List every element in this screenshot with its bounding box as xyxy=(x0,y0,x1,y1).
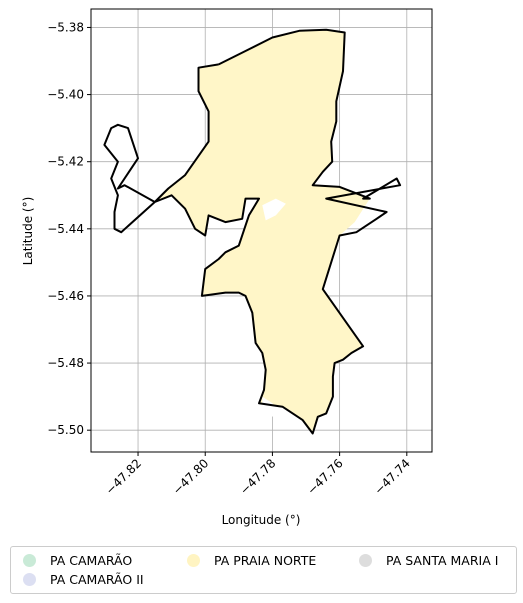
legend-swatch xyxy=(187,554,200,567)
legend: PA CAMARÃO PA CAMARÃO II PA PRAIA NORTE … xyxy=(10,546,517,594)
y-ticks: −5.38 −5.40 −5.42 −5.44 −5.46 −5.48 −5.50 xyxy=(47,20,91,437)
legend-item-pa-camarao-ii: PA CAMARÃO II xyxy=(23,572,144,587)
x-axis-title: Longitude (°) xyxy=(222,513,301,527)
x-tick-label: −47.80 xyxy=(170,456,211,497)
boundary-line xyxy=(103,28,402,435)
y-tick-label: −5.42 xyxy=(47,155,84,169)
legend-label: PA SANTA MARIA I xyxy=(386,553,499,568)
x-tick-label: −47.82 xyxy=(103,456,144,497)
region-gap xyxy=(262,396,280,417)
region-pa-praia-norte xyxy=(154,29,370,434)
legend-label: PA CAMARÃO xyxy=(50,553,133,568)
y-tick-label: −5.48 xyxy=(47,356,84,370)
x-tick-label: −47.78 xyxy=(237,456,278,497)
y-tick-label: −5.38 xyxy=(47,20,84,34)
legend-item-pa-praia-norte: PA PRAIA NORTE xyxy=(187,553,316,568)
legend-label: PA CAMARÃO II xyxy=(50,572,144,587)
x-ticks: −47.82 −47.80 −47.78 −47.76 −47.74 xyxy=(103,452,413,498)
axes-frame xyxy=(90,8,433,453)
legend-label: PA PRAIA NORTE xyxy=(214,553,317,568)
legend-swatch xyxy=(23,573,36,586)
y-tick-label: −5.46 xyxy=(47,289,84,303)
x-tick-label: −47.74 xyxy=(372,456,413,497)
legend-item-pa-santa-maria-i: PA SANTA MARIA I xyxy=(359,553,498,568)
legend-item-pa-camarao: PA CAMARÃO xyxy=(23,553,132,568)
region-gap xyxy=(262,198,286,221)
y-tick-label: −5.44 xyxy=(47,222,84,236)
y-tick-label: −5.50 xyxy=(47,423,84,437)
y-axis-title: Latitude (°) xyxy=(21,197,35,266)
legend-swatch xyxy=(23,554,36,567)
boundary-outline xyxy=(103,28,402,435)
map-plot: −47.82 −47.80 −47.78 −47.76 −47.74 −5.38 −5.4… xyxy=(21,8,433,527)
map-regions xyxy=(154,29,370,434)
legend-swatch xyxy=(359,554,372,567)
x-tick-label: −47.76 xyxy=(304,456,345,497)
y-tick-label: −5.40 xyxy=(47,88,84,102)
